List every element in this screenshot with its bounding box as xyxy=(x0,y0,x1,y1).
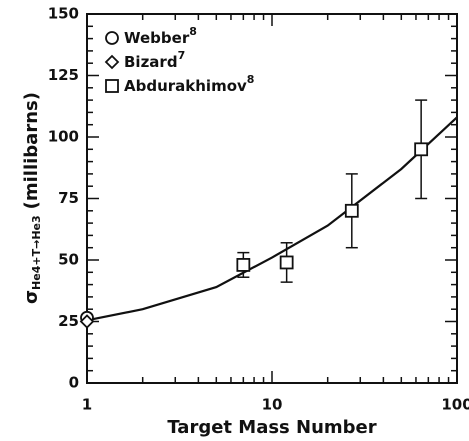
fit-curve xyxy=(86,116,458,322)
y-tick-label: 150 xyxy=(48,5,79,23)
marker-square xyxy=(236,258,251,272)
x-axis-label: Target Mass Number xyxy=(167,417,376,438)
y-label-unit: (millibarns) xyxy=(21,92,42,209)
x-tick-label: 100 xyxy=(441,396,469,414)
legend-label: Abdurakhimov8 xyxy=(124,73,254,95)
legend-name: Bizard xyxy=(124,53,178,71)
legend-superscript: 7 xyxy=(178,49,186,62)
y-tick-label: 0 xyxy=(69,374,79,392)
y-label-subscript: He4+T→He3 xyxy=(30,215,43,290)
legend-name: Webber xyxy=(124,29,190,47)
legend-name: Abdurakhimov xyxy=(124,77,247,95)
y-tick-label: 75 xyxy=(58,189,79,207)
legend-superscript: 8 xyxy=(247,73,255,86)
y-tick-label: 25 xyxy=(58,312,79,330)
legend-label: Bizard7 xyxy=(124,49,185,71)
y-tick-label: 50 xyxy=(58,251,79,269)
legend-superscript: 8 xyxy=(189,25,197,38)
marker-square xyxy=(344,203,359,218)
marker-square xyxy=(414,142,429,157)
marker-circle xyxy=(105,31,119,45)
legend-label: Webber8 xyxy=(124,25,197,47)
x-tick-label: 1 xyxy=(82,396,92,414)
y-tick-label: 100 xyxy=(48,128,79,146)
y-label-symbol: σ xyxy=(21,290,42,304)
marker-diamond xyxy=(79,314,95,329)
y-axis-label: σHe4+T→He3 (millibarns) xyxy=(21,92,43,304)
x-tick-label: 10 xyxy=(262,396,283,414)
marker-square xyxy=(105,79,119,93)
marker-square xyxy=(279,255,294,270)
y-tick-label: 125 xyxy=(48,66,79,84)
marker-diamond xyxy=(104,54,120,70)
